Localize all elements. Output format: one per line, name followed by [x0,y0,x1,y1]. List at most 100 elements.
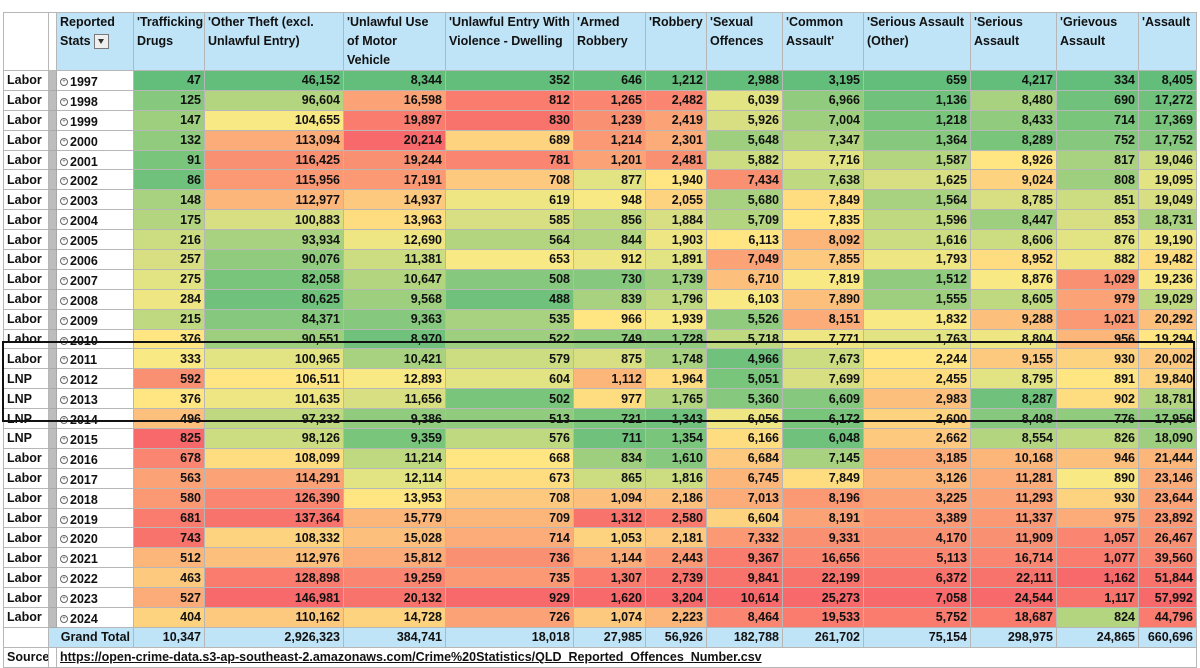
value-cell[interactable]: 16,656 [782,547,864,569]
value-cell[interactable]: 1,940 [645,169,707,191]
value-cell[interactable]: 47 [133,70,205,91]
value-cell[interactable]: 604 [445,368,574,390]
value-cell[interactable]: 3,185 [863,447,971,469]
value-cell[interactable]: 104,655 [204,109,344,131]
expand-icon[interactable]: + [60,595,68,604]
value-cell[interactable]: 11,337 [970,507,1057,529]
value-cell[interactable]: 90,551 [204,328,344,350]
value-cell[interactable]: 865 [573,467,646,489]
value-cell[interactable]: 6,609 [782,388,864,410]
value-cell[interactable]: 6,048 [782,428,864,449]
value-cell[interactable]: 1,074 [573,607,646,628]
value-cell[interactable]: 5,526 [706,308,783,330]
year-cell[interactable]: +2008 [56,288,134,310]
value-cell[interactable]: 825 [133,428,205,449]
year-cell[interactable]: +2007 [56,268,134,290]
value-cell[interactable]: 8,344 [343,70,446,91]
value-cell[interactable]: 11,281 [970,467,1057,489]
year-cell[interactable]: +2006 [56,249,134,270]
value-cell[interactable]: 16,598 [343,89,446,111]
value-cell[interactable]: 576 [445,428,574,449]
value-cell[interactable]: 1,891 [645,249,707,270]
value-cell[interactable]: 1,239 [573,109,646,131]
value-cell[interactable]: 714 [1056,109,1139,131]
value-cell[interactable]: 1,587 [863,149,971,171]
value-cell[interactable]: 8,970 [343,328,446,350]
header-reported-stats[interactable]: Reported Stats [56,12,134,71]
total-cell[interactable]: 660,696 [1138,626,1197,648]
value-cell[interactable]: 17,369 [1138,109,1197,131]
value-cell[interactable]: 257 [133,249,205,270]
header-col[interactable]: 'Assault [1138,12,1197,71]
expand-icon[interactable]: + [60,356,68,365]
value-cell[interactable]: 175 [133,209,205,231]
value-cell[interactable]: 708 [445,487,574,509]
expand-icon[interactable]: + [60,256,68,265]
expand-icon[interactable]: + [60,535,68,544]
value-cell[interactable]: 592 [133,368,205,390]
value-cell[interactable]: 7,716 [782,149,864,171]
value-cell[interactable]: 6,710 [706,268,783,290]
value-cell[interactable]: 6,056 [706,408,783,430]
value-cell[interactable]: 979 [1056,288,1139,310]
value-cell[interactable]: 18,781 [1138,388,1197,410]
value-cell[interactable]: 1,620 [573,587,646,609]
value-cell[interactable]: 9,359 [343,428,446,449]
value-cell[interactable]: 1,739 [645,268,707,290]
value-cell[interactable]: 17,956 [1138,408,1197,430]
expand-icon[interactable]: + [60,376,68,385]
value-cell[interactable]: 1,796 [645,288,707,310]
value-cell[interactable]: 80,625 [204,288,344,310]
value-cell[interactable]: 6,966 [782,89,864,111]
value-cell[interactable]: 3,389 [863,507,971,529]
value-cell[interactable]: 8,876 [970,268,1057,290]
year-cell[interactable]: +2011 [56,348,134,370]
value-cell[interactable]: 9,331 [782,527,864,549]
value-cell[interactable]: 2,181 [645,527,707,549]
value-cell[interactable]: 1,218 [863,109,971,131]
value-cell[interactable]: 6,172 [782,408,864,430]
party-cell[interactable]: Labor [3,149,49,171]
value-cell[interactable]: 966 [573,308,646,330]
year-cell[interactable]: +2010 [56,328,134,350]
value-cell[interactable]: 128,898 [204,567,344,589]
value-cell[interactable]: 853 [1056,209,1139,231]
value-cell[interactable]: 1,021 [1056,308,1139,330]
value-cell[interactable]: 839 [573,288,646,310]
value-cell[interactable]: 15,812 [343,547,446,569]
year-cell[interactable]: +2004 [56,209,134,231]
party-cell[interactable]: LNP [3,408,49,430]
value-cell[interactable]: 5,752 [863,607,971,628]
total-cell[interactable]: 56,926 [645,626,707,648]
year-cell[interactable]: +2021 [56,547,134,569]
value-cell[interactable]: 1,364 [863,129,971,151]
value-cell[interactable]: 1,136 [863,89,971,111]
expand-icon[interactable]: + [60,575,68,584]
value-cell[interactable]: 25,273 [782,587,864,609]
header-col[interactable]: 'Grievous Assault [1056,12,1139,71]
value-cell[interactable]: 1,512 [863,268,971,290]
value-cell[interactable]: 8,785 [970,189,1057,211]
value-cell[interactable]: 834 [573,447,646,469]
value-cell[interactable]: 20,214 [343,129,446,151]
header-col[interactable]: 'Unlawful Use of Motor Vehicle [343,12,446,71]
value-cell[interactable]: 6,113 [706,229,783,251]
value-cell[interactable]: 646 [573,70,646,91]
value-cell[interactable]: 2,580 [645,507,707,529]
value-cell[interactable]: 1,343 [645,408,707,430]
value-cell[interactable]: 20,132 [343,587,446,609]
value-cell[interactable]: 14,728 [343,607,446,628]
value-cell[interactable]: 13,963 [343,209,446,231]
value-cell[interactable]: 1,793 [863,249,971,270]
value-cell[interactable]: 5,926 [706,109,783,131]
year-cell[interactable]: +2020 [56,527,134,549]
value-cell[interactable]: 1,596 [863,209,971,231]
value-cell[interactable]: 711 [573,428,646,449]
value-cell[interactable]: 8,092 [782,229,864,251]
value-cell[interactable]: 2,739 [645,567,707,589]
total-cell[interactable]: 182,788 [706,626,783,648]
value-cell[interactable]: 9,288 [970,308,1057,330]
party-cell[interactable]: Labor [3,328,49,350]
header-col[interactable]: 'Robbery [645,12,707,71]
value-cell[interactable]: 1,212 [645,70,707,91]
